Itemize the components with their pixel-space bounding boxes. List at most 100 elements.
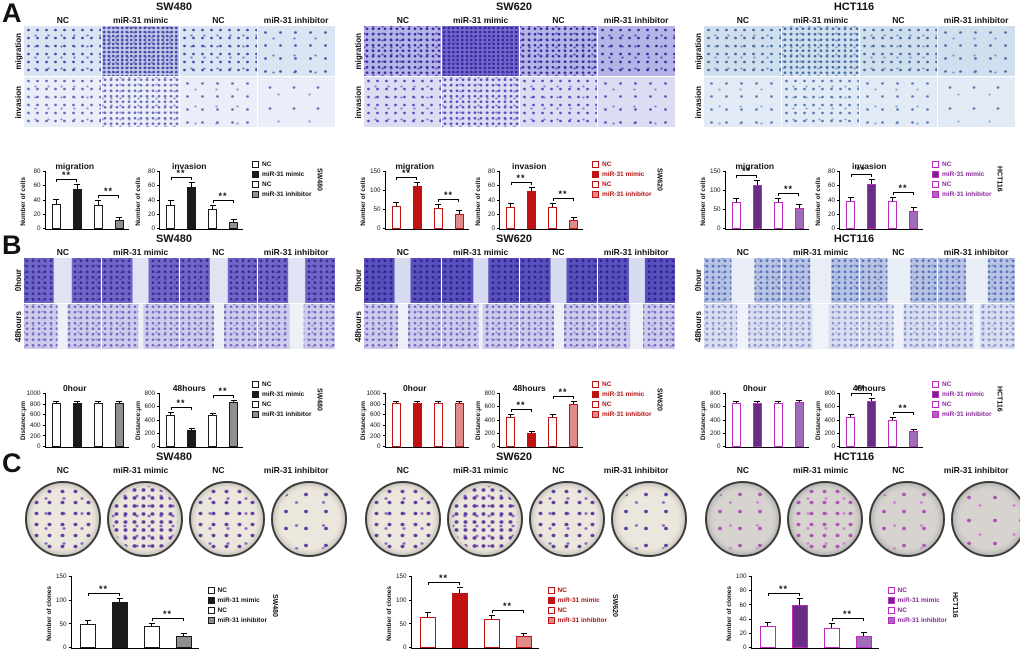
cell-line-group-sw620: SW620 NC miR-31 mimic NC miR-31 inhibitor Num… — [340, 450, 687, 651]
y-tick-label: 200 — [144, 430, 155, 438]
cell-line-title: SW480 — [155, 451, 193, 463]
legend-swatch — [932, 170, 939, 178]
y-tick-mark — [837, 213, 840, 215]
error-bar-cap — [847, 196, 854, 198]
bar — [175, 636, 192, 648]
y-tick-mark — [42, 424, 46, 426]
error-bar-cap — [188, 181, 195, 183]
chart-body: Number of clones 0 50 100 150 ** ** — [386, 573, 539, 651]
error-bar-cap — [414, 182, 420, 183]
y-tick-mark — [408, 576, 412, 577]
y-tick-label: 50 — [373, 206, 381, 214]
sig-bracket — [87, 592, 120, 596]
wound-scratch — [209, 258, 228, 303]
bar-chart: invasion Number of cells 0 20 40 60 80 ** ** — [135, 161, 243, 232]
chart-body: Distance:μm 0 200 400 600 800 ** ** — [815, 385, 923, 450]
legend-label: miR-31 mimic — [217, 596, 260, 604]
legend-label: NC — [217, 606, 227, 614]
condition-label: NC — [396, 465, 410, 475]
condition-label: NC — [212, 465, 225, 475]
y-tick-mark — [497, 213, 500, 215]
y-tick-label: 80 — [33, 168, 41, 176]
microscopy-image — [180, 26, 257, 76]
microscopy-image — [860, 77, 937, 127]
sig-label: ** — [443, 190, 454, 201]
bar — [483, 619, 500, 648]
assay-row-label: 48hours — [13, 304, 24, 349]
y-tick-label: 80 — [827, 168, 835, 176]
legend-label: NC — [262, 180, 272, 188]
y-tick-label: 0 — [376, 225, 381, 233]
assay-row-label-text: invasion — [694, 85, 703, 119]
bar — [731, 201, 741, 229]
y-tick-label: 80 — [147, 168, 155, 176]
assay-row-label: migration — [13, 26, 24, 76]
error-bar — [798, 205, 800, 208]
error-bar-cap — [180, 633, 187, 635]
wound-scratch — [628, 258, 645, 303]
wound-scratch — [132, 258, 149, 303]
cell-texture — [364, 77, 441, 127]
microscopy-image — [860, 26, 937, 76]
legend-label: NC — [942, 380, 952, 388]
cell-texture — [442, 26, 519, 76]
y-tick-mark — [42, 403, 46, 405]
bar — [93, 205, 103, 229]
y-tick-mark — [837, 432, 840, 434]
legend-item: miR-31 mimic — [887, 596, 947, 604]
chart-title: invasion — [852, 161, 887, 171]
y-tick-mark — [722, 209, 726, 211]
condition-label: NC — [396, 247, 410, 257]
error-bar — [97, 201, 99, 206]
y-tick-mark — [722, 432, 726, 434]
error-bar — [395, 401, 397, 403]
bar-chart: 48hours Distance:μm 0 200 400 600 800 ** ** — [815, 383, 923, 450]
cell-line-side-label: SW480 — [270, 593, 278, 617]
legend-swatch — [252, 170, 259, 178]
y-tick-label: 150 — [369, 168, 381, 176]
charts-row: 0hour Distance:μm 0 200 400 600 800 48hours Dist… — [693, 350, 1015, 450]
y-tick-mark — [722, 419, 726, 421]
error-bar-cap — [393, 400, 399, 402]
sig-label: ** — [438, 573, 449, 584]
error-bar-cap — [435, 204, 441, 206]
y-tick-label: 100 — [735, 573, 747, 581]
sig-bracket — [767, 593, 800, 597]
bar — [506, 207, 515, 229]
error-bar — [151, 623, 152, 627]
cell-line-title: SW620 — [495, 451, 533, 463]
legend-item: NC — [252, 180, 311, 188]
y-tick-mark — [837, 199, 840, 201]
bar — [759, 626, 776, 648]
cell-texture — [704, 77, 781, 127]
bar — [51, 402, 61, 447]
error-bar-cap — [488, 614, 495, 616]
wound-scratch — [478, 304, 483, 349]
y-tick-label: 200 — [29, 432, 41, 440]
sig-label: ** — [176, 397, 186, 408]
wound-scratch — [472, 258, 489, 303]
image-tiles — [24, 304, 335, 349]
y-tick-label: 0 — [716, 225, 721, 233]
error-bar — [531, 431, 532, 433]
wound-healing-image — [782, 304, 859, 349]
y-tick-label: 60 — [827, 182, 835, 190]
condition-label: NC — [56, 15, 70, 25]
error-bar — [170, 412, 171, 415]
legend-label: NC — [942, 160, 952, 168]
image-tiles — [364, 26, 675, 76]
error-bar-cap — [414, 401, 420, 403]
legend-label: miR-31 mimic — [262, 170, 305, 178]
legend-swatch — [547, 616, 555, 624]
plot-area: 0 50 100 150 ** ** — [56, 574, 199, 651]
error-bar — [892, 197, 893, 202]
y-tick-mark — [382, 209, 386, 211]
error-bar-cap — [507, 203, 514, 205]
error-bar — [416, 402, 418, 404]
error-bar — [55, 200, 57, 204]
assay-row-label-text: invasion — [14, 85, 23, 119]
bar-chart: invasion Number of cells 0 20 40 60 80 ** ** — [475, 161, 583, 232]
y-tick-mark — [382, 446, 386, 447]
y-tick-label: 800 — [144, 390, 155, 398]
